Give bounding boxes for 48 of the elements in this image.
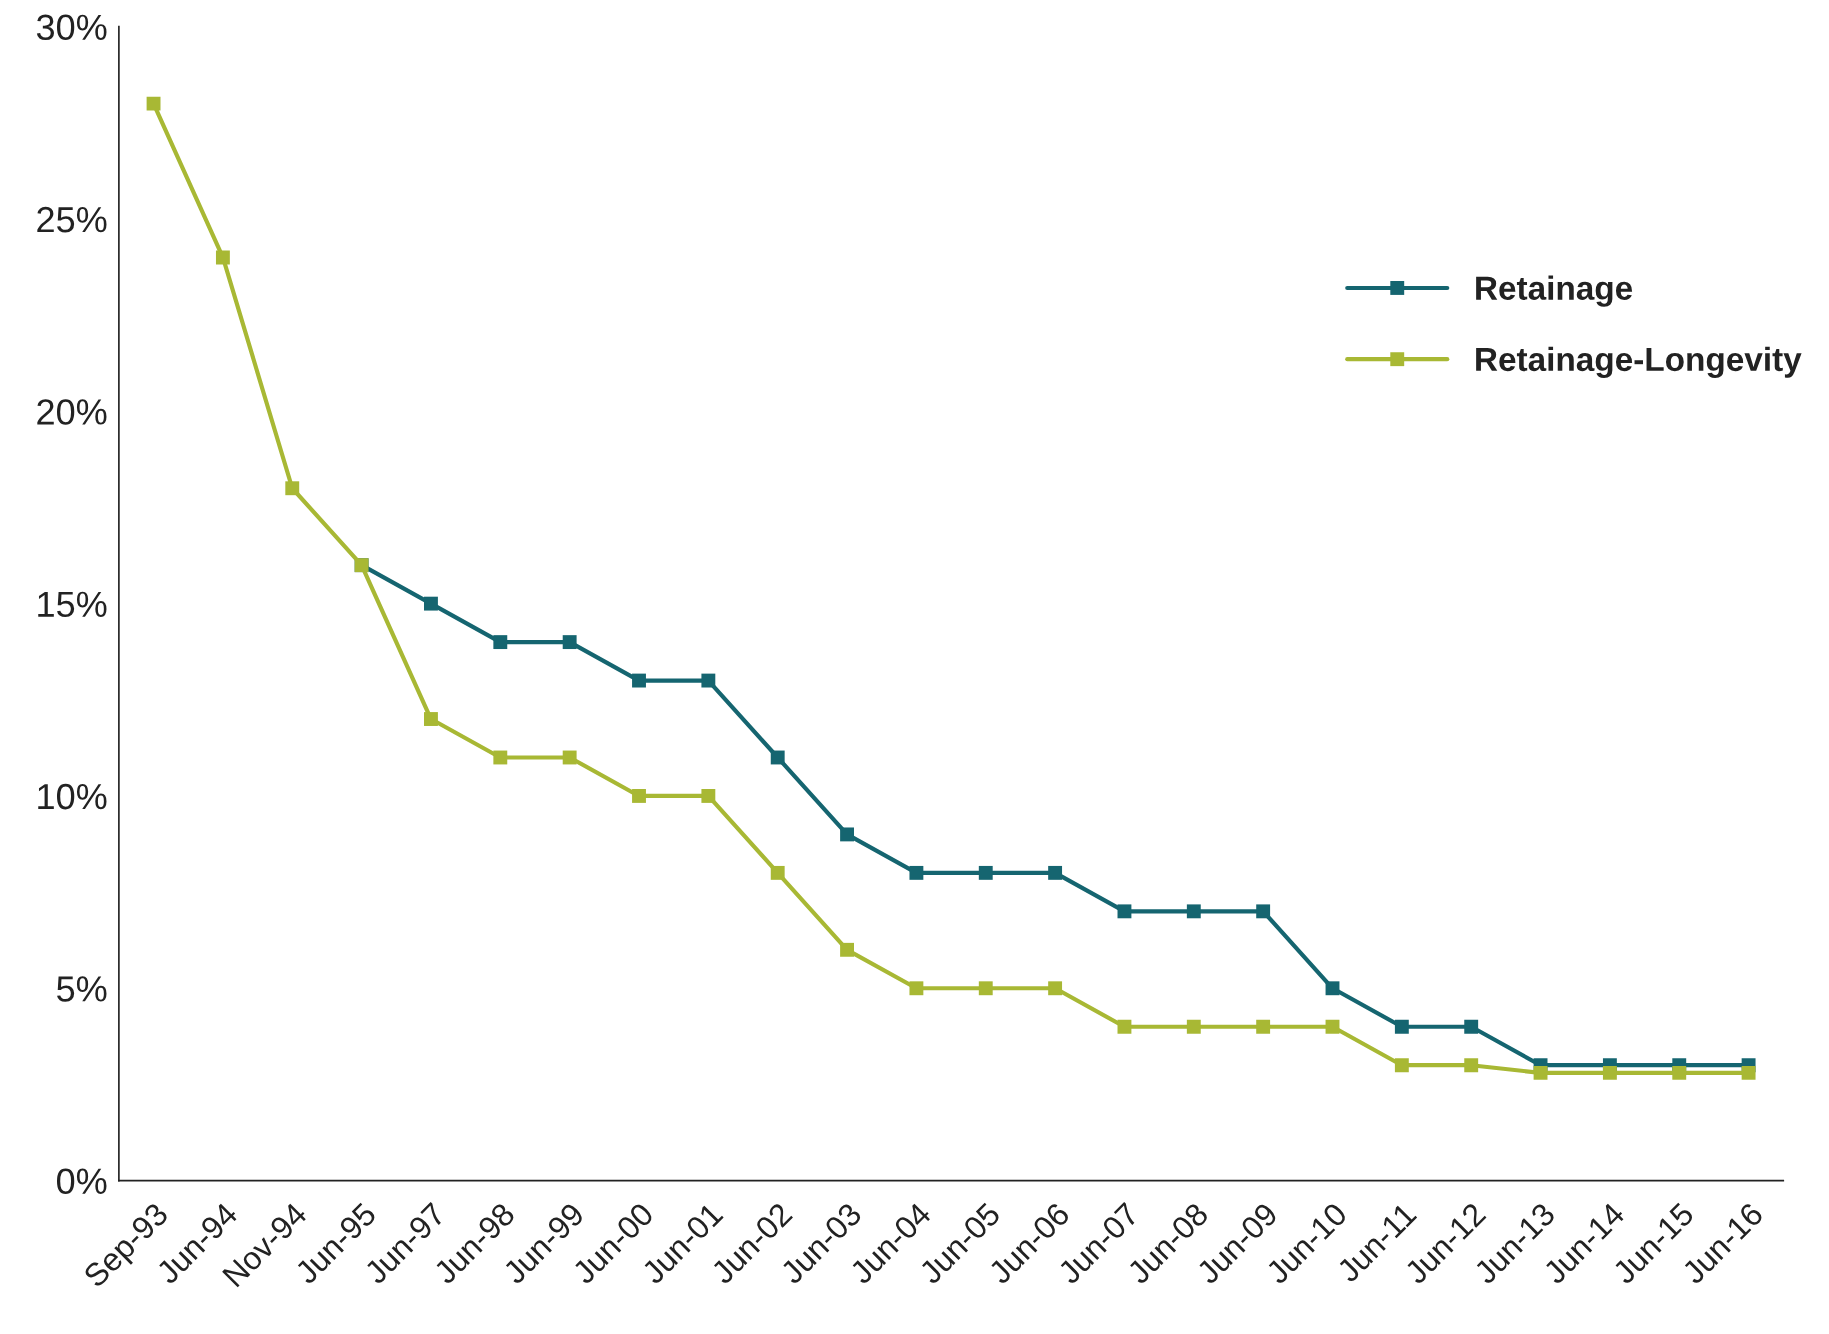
point <box>1325 1019 1340 1034</box>
point <box>1464 1019 1479 1034</box>
point <box>493 750 508 765</box>
point <box>840 942 854 957</box>
point <box>1256 1019 1271 1034</box>
y-tick-label: 20% <box>37 399 107 425</box>
point <box>840 827 854 842</box>
point <box>632 673 646 688</box>
point <box>770 865 785 880</box>
y-tick-label: 15% <box>38 591 107 618</box>
point <box>1117 1019 1132 1034</box>
point <box>1117 904 1132 919</box>
point <box>978 981 993 996</box>
point <box>978 865 993 880</box>
y-tick-label: 5% <box>57 976 107 1002</box>
point <box>424 596 438 611</box>
point <box>562 750 577 765</box>
point <box>1741 1065 1756 1080</box>
legend-label: Retainage-Longevity <box>1476 346 1802 378</box>
point <box>1672 1065 1687 1080</box>
point <box>1186 1019 1201 1034</box>
point <box>1533 1065 1548 1080</box>
point <box>1394 1058 1409 1073</box>
y-tick-label: 25% <box>37 206 107 233</box>
y-tick-label: 30% <box>36 14 107 41</box>
point <box>1325 981 1340 996</box>
point <box>424 712 438 726</box>
y-tick-label: 10% <box>38 783 107 810</box>
point <box>1256 904 1271 919</box>
point <box>770 750 785 765</box>
y-tick-label: 0% <box>56 1168 107 1195</box>
point <box>146 96 161 111</box>
point <box>493 635 508 650</box>
point <box>909 981 924 996</box>
point <box>1048 865 1063 880</box>
point <box>562 635 577 650</box>
point <box>285 481 300 496</box>
point <box>1464 1058 1479 1073</box>
point <box>215 250 230 265</box>
point <box>1602 1065 1617 1080</box>
point <box>909 865 924 880</box>
point <box>1186 904 1201 919</box>
point <box>701 789 716 803</box>
point <box>701 673 716 688</box>
point <box>1048 981 1063 996</box>
point <box>1394 1019 1409 1034</box>
legend-label: Retainage <box>1476 275 1633 307</box>
point <box>632 789 646 803</box>
